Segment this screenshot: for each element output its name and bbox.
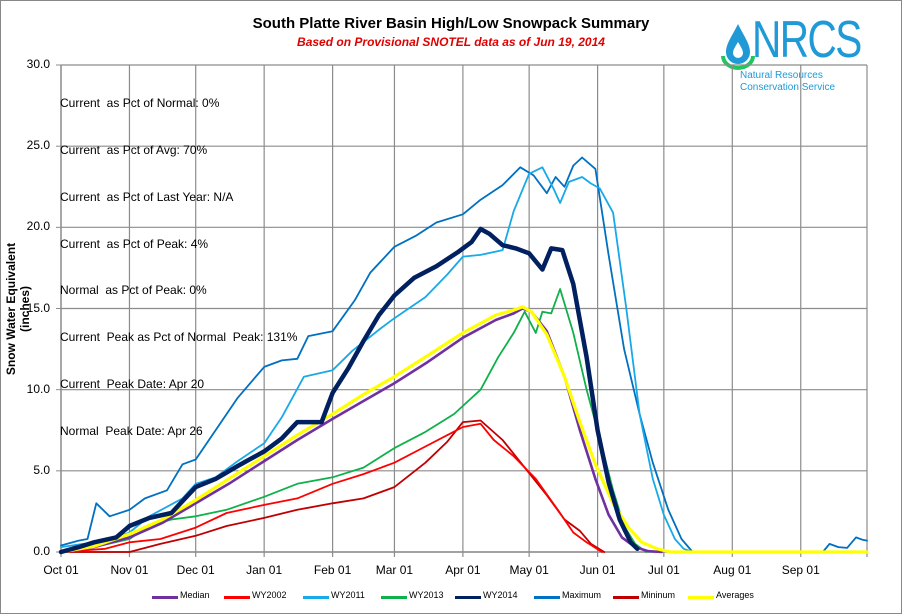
chart-subtitle: Based on Provisional SNOTEL data as of J… — [297, 35, 605, 49]
legend-label: WY2002 — [252, 590, 287, 600]
legend-swatch — [224, 596, 250, 599]
series-line-median — [59, 307, 663, 554]
gridlines — [56, 64, 868, 557]
legend-label: WY2011 — [331, 590, 365, 600]
y-tick-label: 20.0 — [26, 219, 50, 234]
x-tick-label: Sep 01 — [781, 563, 820, 577]
stat-line: Current Peak Date: Apr 20 — [60, 376, 205, 391]
y-tick-label: 25.0 — [26, 138, 50, 153]
legend-swatch — [688, 596, 714, 599]
legend-label: Median — [180, 590, 210, 600]
x-tick-label: Dec 01 — [176, 563, 215, 577]
nrcs-logo — [721, 24, 755, 70]
y-tick-label: 30.0 — [26, 57, 50, 71]
x-tick-label: Jun 01 — [579, 563, 616, 577]
y-tick-label: 0.0 — [33, 544, 50, 558]
legend-label: Mininum — [641, 590, 676, 600]
x-tick-label: Mar 01 — [375, 563, 414, 577]
x-tick-label: Jul 01 — [647, 563, 680, 577]
x-tick-label: Feb 01 — [313, 563, 352, 577]
stat-line: Normal Peak Date: Apr 26 — [60, 423, 203, 438]
series-line-wy2014 — [58, 226, 640, 555]
chart-title: South Platte River Basin High/Low Snowpa… — [252, 15, 650, 32]
series-line-wy2011 — [60, 166, 694, 553]
x-tick-label: May 01 — [509, 563, 549, 577]
legend-swatch — [303, 596, 329, 599]
stat-line: Current as Pct of Peak: 4% — [60, 236, 209, 251]
stat-line: Current as Pct of Avg: 70% — [60, 142, 208, 157]
logo-subtitle-line1: Natural Resources — [740, 70, 823, 81]
x-tick-label: Jan 01 — [246, 563, 283, 577]
x-tick-label: Aug 01 — [713, 563, 752, 577]
stats-panel: Current as Pct of Normal: 0% Current as … — [60, 65, 297, 455]
y-tick-label: 10.0 — [26, 381, 50, 396]
y-tick-label: 5.0 — [33, 462, 50, 477]
legend-swatch — [381, 596, 407, 599]
logo-wordmark: NRCS — [752, 11, 862, 69]
legend-swatch — [534, 596, 560, 599]
series-line-wy2013 — [60, 288, 648, 553]
legend-label: WY2013 — [409, 590, 444, 600]
legend-label: Maximum — [562, 590, 602, 600]
stat-line: Current as Pct of Last Year: N/A — [60, 189, 234, 204]
y-tick-label: 15.0 — [26, 300, 50, 315]
legend: Median WY2002 WY2011 WY2013 WY2014 Maximum Min… — [0, 590, 902, 604]
legend-swatch — [613, 596, 639, 599]
stat-line: Current Peak as Pct of Normal Peak: 131% — [60, 330, 298, 345]
series-line-averages — [59, 305, 869, 554]
logo-subtitle-line2: Conservation Service — [740, 82, 836, 93]
x-tick-label: Oct 01 — [43, 563, 79, 577]
legend-swatch — [152, 596, 178, 599]
legend-label: WY2014 — [483, 590, 518, 600]
series-line-wy2002 — [60, 422, 603, 553]
series-line-maximum — [60, 156, 868, 553]
series-lines — [58, 156, 869, 555]
x-tick-label: Nov 01 — [110, 563, 149, 577]
legend-label: Averages — [716, 590, 754, 600]
x-tick-label: Apr 01 — [445, 563, 481, 577]
water-drop-icon — [721, 24, 755, 70]
legend-swatch — [455, 596, 481, 599]
stat-line: Normal as Pct of Peak: 0% — [60, 283, 207, 298]
stat-line: Current as Pct of Normal: 0% — [60, 96, 220, 111]
